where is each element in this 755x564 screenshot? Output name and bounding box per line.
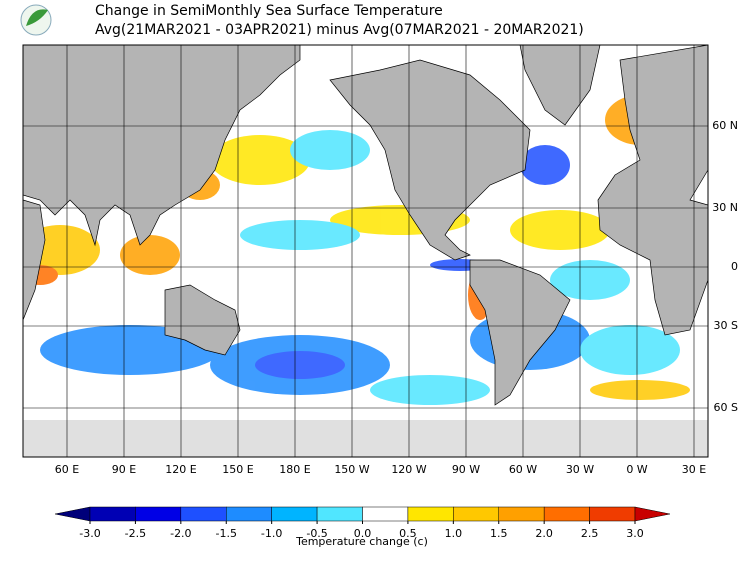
longitude-label: 30 E bbox=[682, 463, 706, 476]
colorbar-bin bbox=[316, 506, 363, 522]
colorbar-label: Temperature change (c) bbox=[295, 535, 428, 548]
colorbar-bin bbox=[407, 506, 454, 522]
colorbar-tick-label: 3.0 bbox=[626, 527, 644, 540]
colorbar-tick-label: -1.5 bbox=[216, 527, 237, 540]
longitude-label: 90 W bbox=[452, 463, 480, 476]
longitude-label: 90 E bbox=[112, 463, 136, 476]
colorbar-tick-label: 1.5 bbox=[490, 527, 508, 540]
title-line-1: Change in SemiMonthly Sea Surface Temper… bbox=[95, 3, 443, 19]
sea-ice bbox=[23, 420, 708, 457]
colorbar-tick-label: -3.0 bbox=[79, 527, 100, 540]
colorbar-bin bbox=[453, 506, 500, 522]
colorbar-tick-label: 1.0 bbox=[445, 527, 463, 540]
colorbar-tick-label: 2.5 bbox=[581, 527, 599, 540]
logo bbox=[20, 4, 52, 36]
colorbar-bin bbox=[543, 506, 590, 522]
latitude-label: 60 S bbox=[714, 401, 738, 414]
longitude-label: 0 W bbox=[626, 463, 647, 476]
colorbar-tick-label: 0.0 bbox=[354, 527, 372, 540]
logo-leaf bbox=[26, 9, 48, 26]
colorbar-bin bbox=[498, 506, 545, 522]
longitude-label: 30 W bbox=[566, 463, 594, 476]
colorbar-bin bbox=[226, 506, 272, 522]
longitude-label: 60 W bbox=[509, 463, 537, 476]
colorbar-tick-label: -2.0 bbox=[170, 527, 191, 540]
longitude-label: 150 W bbox=[334, 463, 369, 476]
colorbar-bin bbox=[180, 506, 227, 522]
latitude-label: 30 S bbox=[714, 319, 738, 332]
land bbox=[23, 45, 708, 406]
colorbar-tick-label: -1.0 bbox=[261, 527, 282, 540]
colorbar-bin bbox=[89, 506, 136, 522]
colorbar-tick-label: -0.5 bbox=[306, 527, 327, 540]
colorbar-arrow-high bbox=[634, 506, 671, 522]
map-frame bbox=[22, 44, 709, 458]
colorbar-tick-label: 2.0 bbox=[535, 527, 553, 540]
colorbar-tick-label: 0.5 bbox=[399, 527, 417, 540]
colorbar-tick-label: -2.5 bbox=[125, 527, 146, 540]
colorbar-arrow-low bbox=[54, 506, 91, 522]
longitude-label: 180 E bbox=[279, 463, 310, 476]
latitude-label: 60 N bbox=[712, 119, 738, 132]
graticule bbox=[23, 45, 708, 457]
longitude-label: 60 E bbox=[55, 463, 79, 476]
colorbar-bin bbox=[362, 506, 409, 522]
longitude-label: 120 E bbox=[165, 463, 196, 476]
latitude-label: 0 bbox=[731, 260, 738, 273]
colorbar-bin bbox=[271, 506, 318, 522]
longitude-label: 150 E bbox=[222, 463, 253, 476]
map bbox=[23, 45, 708, 457]
longitude-label: 120 W bbox=[391, 463, 426, 476]
latitude-label: 30 N bbox=[712, 201, 738, 214]
colorbar-bin bbox=[589, 506, 636, 522]
colorbar-bin bbox=[135, 506, 182, 522]
colorbar: -3.0 -2.5 -2.0 -1.5 -1.0 -0.5 0.0 0.5 1.0 1.5 2.0 2… bbox=[54, 506, 671, 540]
title-line-2: Avg(21MAR2021 - 03APR2021) minus Avg(07M… bbox=[95, 22, 584, 38]
